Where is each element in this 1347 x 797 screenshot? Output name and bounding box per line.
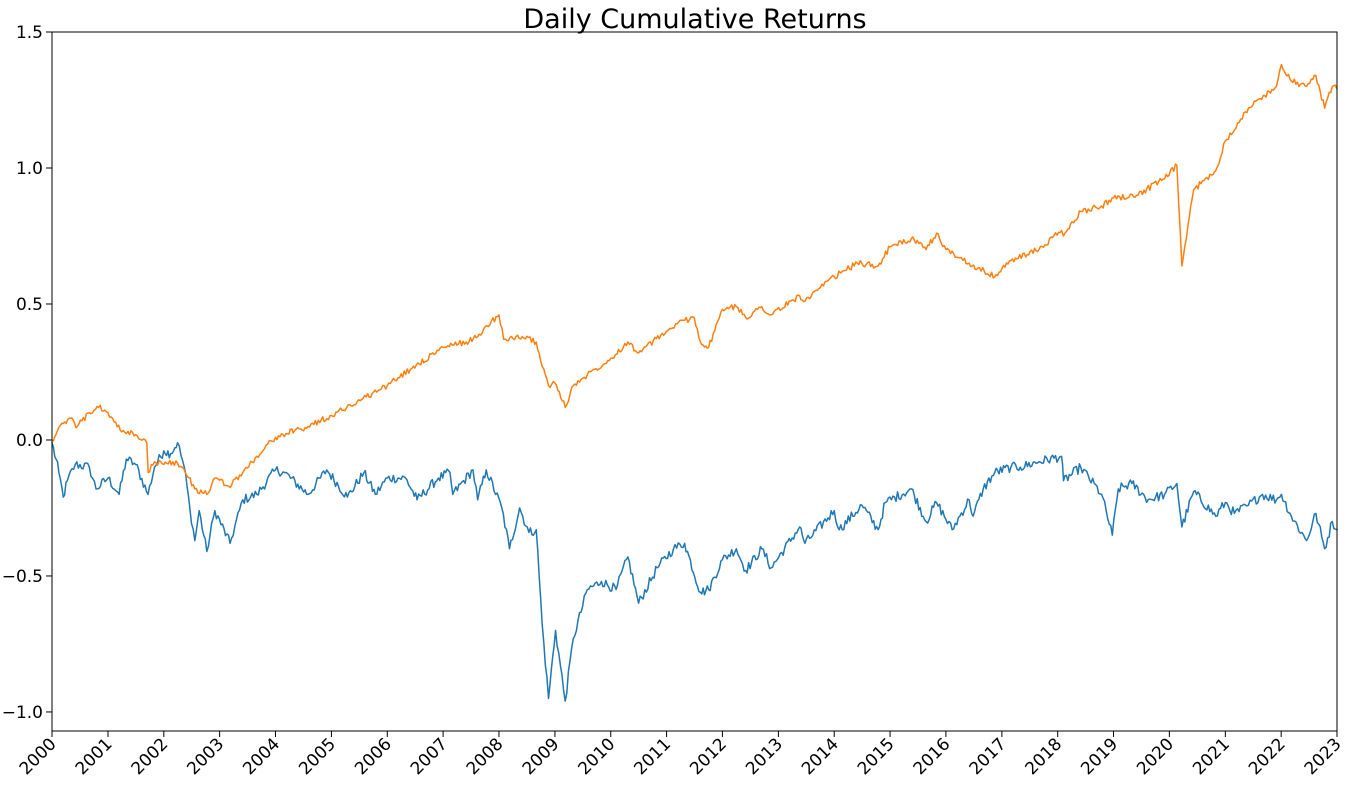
x-axis: 2000 2001 2002 2003 2004 2005 2006 2007 2008 2009… — [16, 731, 1346, 779]
x-tick-label: 2009 — [519, 734, 564, 779]
x-tick-label: 2011 — [630, 734, 675, 779]
x-tick-label: 2019 — [1077, 734, 1122, 779]
y-axis: 1.5 1.0 0.5 0.0 −0.5 −1.0 — [2, 23, 52, 723]
x-tick-label: 2007 — [407, 734, 452, 779]
x-tick-label: 2010 — [575, 734, 620, 779]
y-tick-label: 0.5 — [16, 295, 43, 315]
series-line-blue — [51, 441, 1338, 702]
y-tick-label: 1.0 — [16, 159, 43, 179]
x-tick-label: 2001 — [72, 734, 117, 779]
plot-frame — [51, 31, 1338, 732]
x-tick-label: 2018 — [1021, 734, 1066, 779]
x-tick-label: 2013 — [742, 734, 787, 779]
x-tick-label: 2002 — [128, 734, 173, 779]
x-tick-label: 2000 — [16, 734, 61, 779]
x-tick-label: 2003 — [183, 734, 228, 779]
chart-title: Daily Cumulative Returns — [523, 4, 866, 35]
x-tick-label: 2022 — [1245, 734, 1290, 779]
series-line-orange — [51, 63, 1338, 496]
x-tick-label: 2008 — [463, 734, 508, 779]
y-tick-label: 0.0 — [16, 431, 43, 451]
x-tick-label: 2006 — [351, 734, 396, 779]
y-tick-label: −1.0 — [2, 703, 43, 723]
plot-area — [51, 63, 1338, 702]
x-tick-label: 2012 — [686, 734, 731, 779]
x-tick-label: 2017 — [966, 734, 1011, 779]
x-tick-label: 2021 — [1189, 734, 1234, 779]
y-tick-label: 1.5 — [16, 23, 43, 43]
x-tick-label: 2020 — [1133, 734, 1178, 779]
x-tick-label: 2016 — [910, 734, 955, 779]
x-tick-label: 2005 — [295, 734, 340, 779]
x-tick-label: 2023 — [1301, 734, 1346, 779]
x-tick-label: 2015 — [854, 734, 899, 779]
x-tick-label: 2004 — [239, 734, 284, 779]
x-tick-label: 2014 — [798, 734, 843, 779]
y-tick-label: −0.5 — [2, 567, 43, 587]
